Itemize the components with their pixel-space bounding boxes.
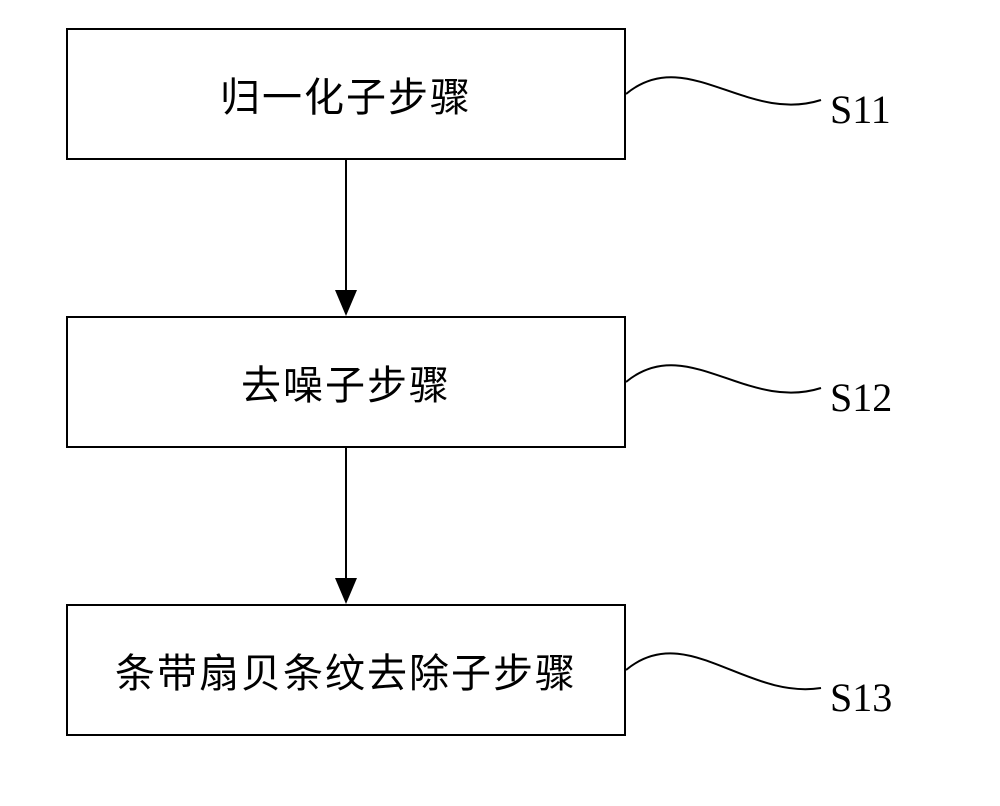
flowchart-canvas: 归一化子步骤 去噪子步骤 条带扇贝条纹去除子步骤 S11 S12 S13 xyxy=(0,0,1000,806)
flow-node-s11: 归一化子步骤 xyxy=(66,28,626,160)
flow-node-s12: 去噪子步骤 xyxy=(66,316,626,448)
edge-s12-s13 xyxy=(335,448,357,604)
callout-curve-s13 xyxy=(626,653,821,689)
callout-curve-s12 xyxy=(626,365,821,392)
flow-node-s13: 条带扇贝条纹去除子步骤 xyxy=(66,604,626,736)
step-label-s13: S13 xyxy=(830,674,892,721)
flow-node-s11-label: 归一化子步骤 xyxy=(220,65,472,123)
flow-node-s13-label: 条带扇贝条纹去除子步骤 xyxy=(115,641,577,699)
step-label-s11: S11 xyxy=(830,86,891,133)
callout-curve-s11 xyxy=(626,77,821,104)
flow-node-s12-label: 去噪子步骤 xyxy=(241,353,451,411)
edge-s11-s12 xyxy=(335,160,357,316)
step-label-s12: S12 xyxy=(830,374,892,421)
